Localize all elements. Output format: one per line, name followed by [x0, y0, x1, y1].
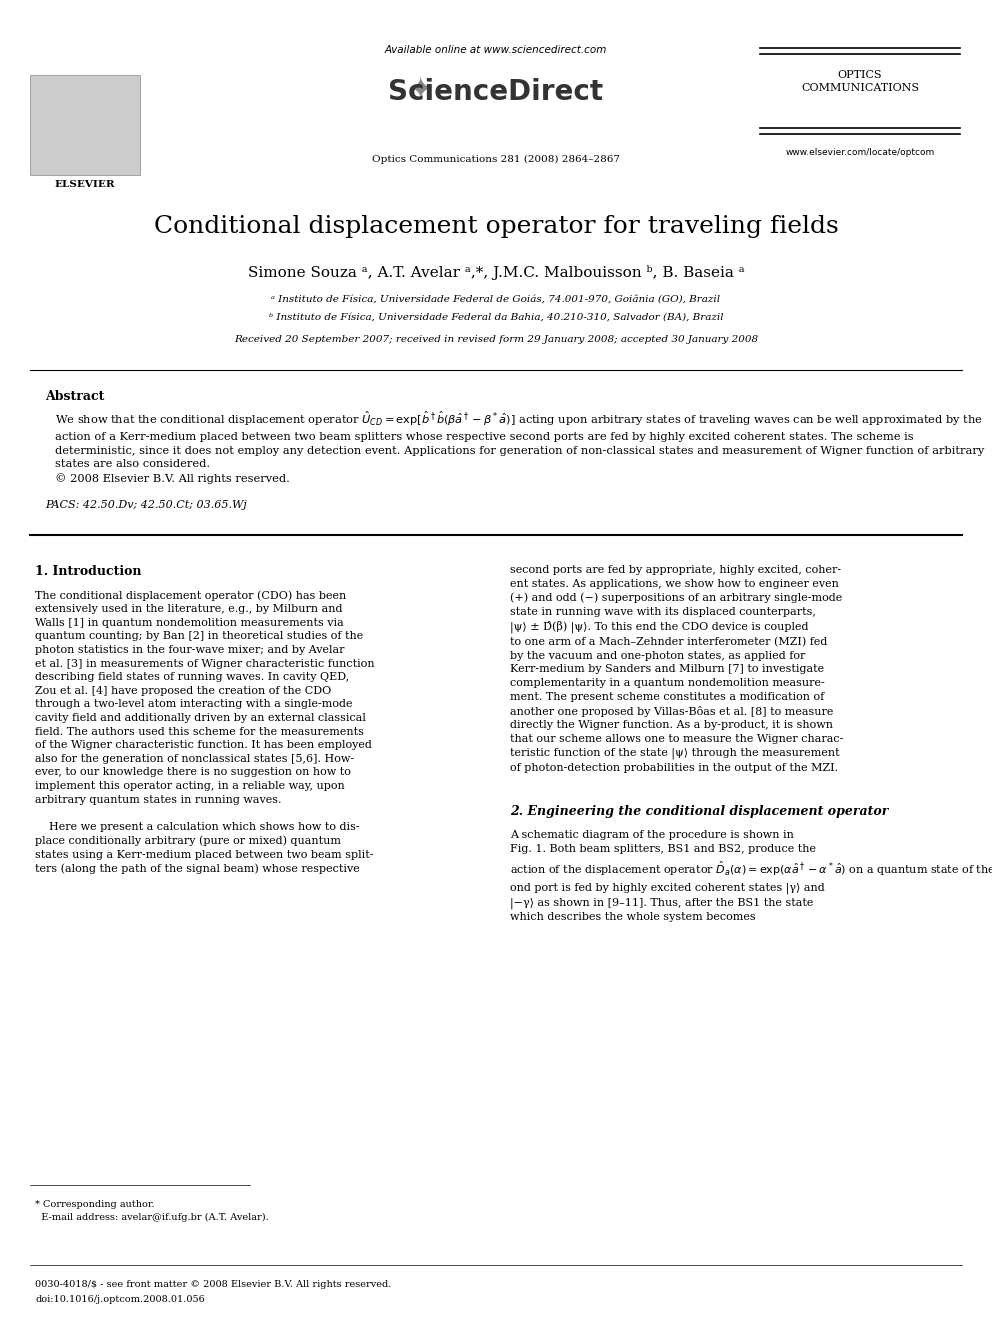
Text: Simone Souza ᵃ, A.T. Avelar ᵃ,*, J.M.C. Malbouisson ᵇ, B. Baseia ᵃ: Simone Souza ᵃ, A.T. Avelar ᵃ,*, J.M.C. …	[248, 265, 744, 280]
Text: Conditional displacement operator for traveling fields: Conditional displacement operator for tr…	[154, 216, 838, 238]
Text: 1. Introduction: 1. Introduction	[35, 565, 142, 578]
Bar	[30, 75, 140, 175]
Text: PACS: 42.50.Dv; 42.50.Ct; 03.65.Wj: PACS: 42.50.Dv; 42.50.Ct; 03.65.Wj	[45, 500, 247, 509]
Text: ELSEVIER: ELSEVIER	[55, 180, 115, 189]
Text: ᵃ Instituto de Física, Universidade Federal de Goiás, 74.001-970, Goiânia (GO), : ᵃ Instituto de Física, Universidade Fede…	[272, 295, 720, 304]
Text: Optics Communications 281 (2008) 2864–2867: Optics Communications 281 (2008) 2864–28…	[372, 155, 620, 164]
Text: 2. Engineering the conditional displacement operator: 2. Engineering the conditional displacem…	[510, 804, 889, 818]
Text: www.elsevier.com/locate/optcom: www.elsevier.com/locate/optcom	[786, 148, 934, 157]
Text: A schematic diagram of the procedure is shown in
Fig. 1. Both beam splitters, BS: A schematic diagram of the procedure is …	[510, 830, 992, 922]
Text: Abstract: Abstract	[45, 390, 104, 404]
Text: ScienceDirect: ScienceDirect	[389, 78, 603, 106]
Text: * Corresponding author.: * Corresponding author.	[35, 1200, 155, 1209]
Text: 0030-4018/$ - see front matter © 2008 Elsevier B.V. All rights reserved.: 0030-4018/$ - see front matter © 2008 El…	[35, 1279, 392, 1289]
Text: E-mail address: avelar@if.ufg.br (A.T. Avelar).: E-mail address: avelar@if.ufg.br (A.T. A…	[35, 1213, 269, 1222]
Text: ✦: ✦	[408, 75, 433, 105]
Text: doi:10.1016/j.optcom.2008.01.056: doi:10.1016/j.optcom.2008.01.056	[35, 1295, 204, 1304]
Text: Received 20 September 2007; received in revised form 29 January 2008; accepted 3: Received 20 September 2007; received in …	[234, 335, 758, 344]
Text: Available online at www.sciencedirect.com: Available online at www.sciencedirect.co…	[385, 45, 607, 56]
Text: OPTICS
COMMUNICATIONS: OPTICS COMMUNICATIONS	[801, 70, 919, 93]
Text: The conditional displacement operator (CDO) has been
extensively used in the lit: The conditional displacement operator (C…	[35, 590, 375, 875]
Text: second ports are fed by appropriate, highly excited, coher-
ent states. As appli: second ports are fed by appropriate, hig…	[510, 565, 843, 773]
Text: ᵇ Instituto de Física, Universidade Federal da Bahia, 40.210-310, Salvador (BA),: ᵇ Instituto de Física, Universidade Fede…	[269, 314, 723, 321]
Text: We show that the conditional displacement operator $\hat{U}_{CD} = \exp[\hat{b}^: We show that the conditional displacemen…	[55, 410, 984, 484]
